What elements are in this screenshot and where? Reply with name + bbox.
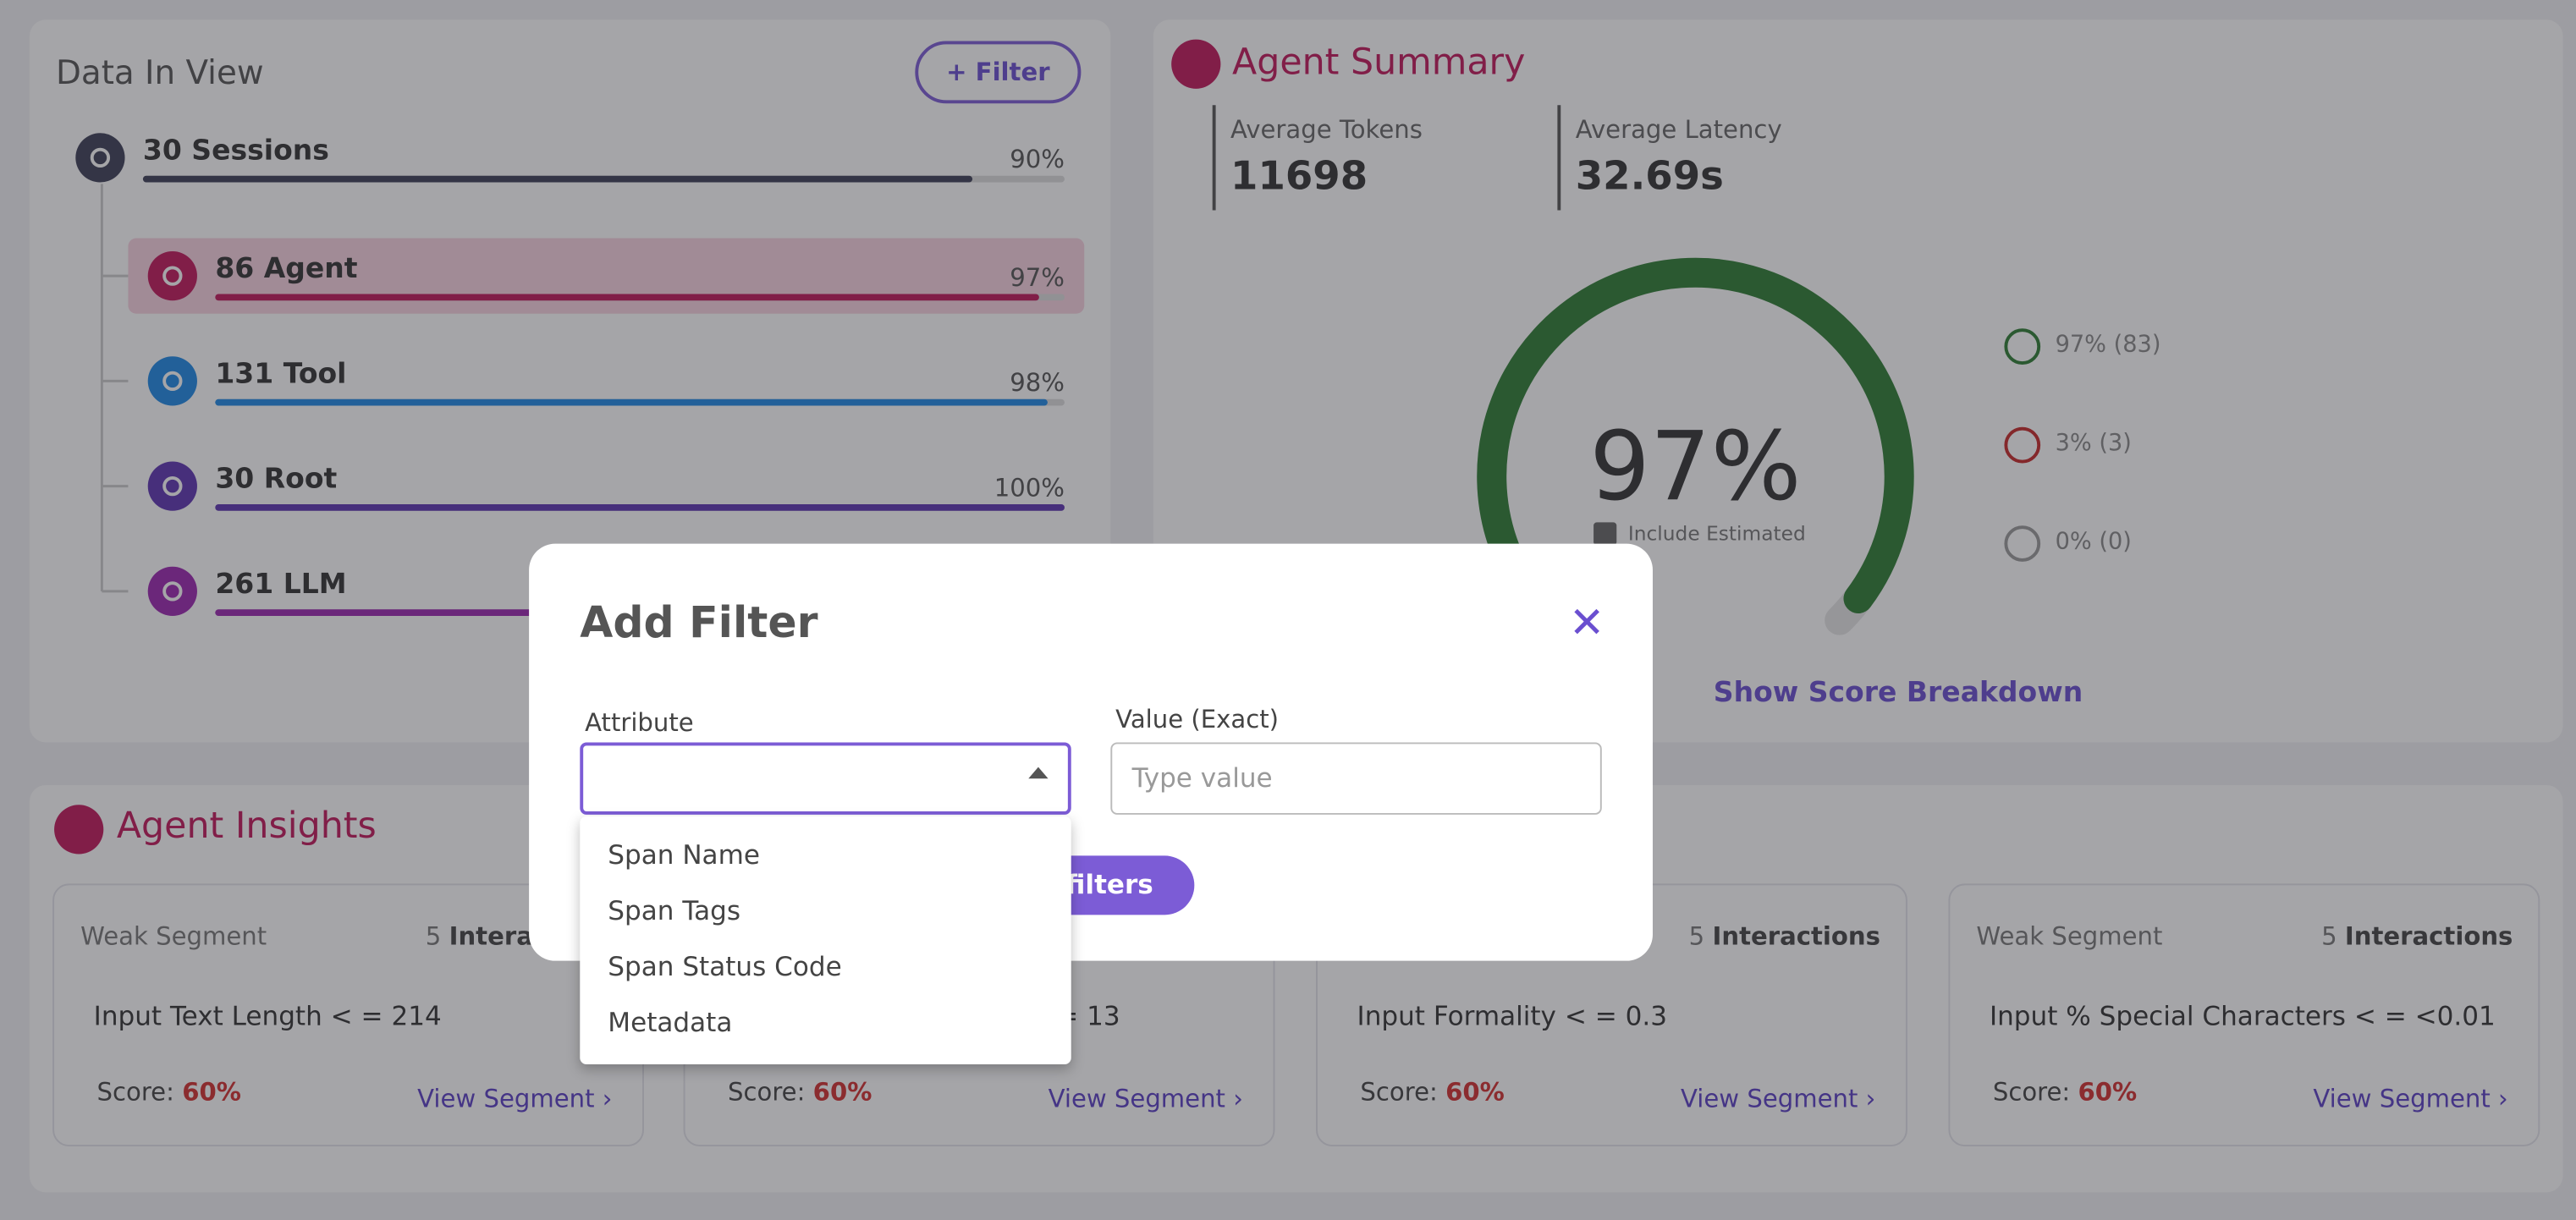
gauge-arc (1477, 257, 1914, 635)
insights-icon (54, 805, 104, 855)
row-icon-glyph (162, 371, 183, 392)
row-percent: 98% (1010, 367, 1065, 398)
modal-title: Add Filter (580, 599, 818, 649)
row-icon (147, 566, 197, 616)
view-segment[interactable]: View Segment › (417, 1084, 613, 1114)
value-input[interactable]: Type value (1110, 742, 1602, 815)
view-segment[interactable]: View Segment › (1680, 1084, 1876, 1114)
score-label: Score: (1360, 1077, 1438, 1107)
feedback-label: 0% (0) (2055, 529, 2132, 556)
summary-icon (1171, 39, 1221, 89)
attribute-label: Attribute (585, 707, 694, 738)
checkbox (1593, 522, 1617, 546)
score: Score: 60% (1360, 1078, 1504, 1107)
row-label: 30 Root (215, 463, 338, 497)
bar-fill (215, 294, 1039, 301)
metric-label: Average Latency (1575, 114, 1782, 145)
dropdown-option[interactable]: Metadata (608, 1007, 733, 1038)
insight-card: Weak Segment 5 Interactions Input % Specia… (1948, 883, 2540, 1147)
row-percent: 100% (994, 473, 1065, 503)
view-segment[interactable]: View Segment › (1048, 1084, 1243, 1114)
row-icon (147, 356, 197, 406)
row-icon-glyph (162, 266, 183, 286)
feedback-label: 97% (83) (2055, 332, 2161, 359)
row-icon (147, 251, 197, 301)
segment-label: Weak Segment (80, 921, 267, 952)
score-value: 60% (1445, 1077, 1505, 1107)
close-button[interactable]: ✕ (1568, 599, 1605, 649)
value-label: Value (Exact) (1115, 704, 1280, 734)
score: Score: 60% (1993, 1078, 2137, 1107)
bar-fill (215, 503, 1065, 511)
score: Score: 60% (97, 1078, 241, 1107)
row-percent: 97% (1010, 262, 1065, 293)
feedback-icon (2004, 426, 2041, 464)
score: Score: 60% (728, 1078, 872, 1107)
count-unit: Interactions (2344, 921, 2513, 952)
row-icon (147, 461, 197, 511)
score-value: 60% (812, 1077, 872, 1107)
count: 5 Interactions (1689, 921, 1880, 951)
filter-button[interactable]: + Filter (915, 41, 1082, 104)
segment-label: Weak Segment (1976, 921, 2163, 952)
feedback-label: 3% (3) (2055, 430, 2132, 457)
count-number: 5 (2321, 921, 2337, 952)
score-value: 60% (2078, 1077, 2138, 1107)
condition: Input Formality < = 0.3 (1357, 1000, 1668, 1032)
row-icon (75, 133, 125, 183)
row-label: 86 Agent (215, 252, 358, 286)
row-icon-glyph (162, 475, 183, 497)
row-label: 261 LLM (215, 568, 347, 602)
dropdown: Span Name Span Tags Span Status Code Metada… (580, 816, 1071, 1064)
feedback-icon (2004, 328, 2041, 365)
condition: Input % Special Characters < = <0.01 (1989, 1000, 2496, 1032)
count-number: 5 (425, 921, 442, 952)
panel-title: Data In View (56, 52, 264, 92)
metric-value: 32.69s (1575, 152, 1724, 199)
row-icon-glyph (90, 147, 111, 168)
gauge-value: 97% (1589, 410, 1802, 523)
bar-fill (215, 398, 1048, 406)
row-icon-glyph (162, 581, 183, 602)
panel-title: Agent Summary (1231, 42, 1526, 85)
count-number: 5 (1688, 921, 1705, 952)
bar-fill (142, 175, 973, 183)
panel-title: Agent Insights (116, 806, 377, 848)
score-label: Score: (1992, 1077, 2071, 1107)
dropdown-option[interactable]: Span Name (608, 839, 760, 871)
show-breakdown[interactable]: Show Score Breakdown (1713, 676, 2083, 710)
select-caret (1028, 767, 1049, 779)
row-percent: 90% (1010, 144, 1065, 174)
dropdown-option[interactable]: Span Status Code (608, 951, 842, 982)
score-label: Score: (728, 1077, 806, 1107)
dropdown-option[interactable]: Span Tags (608, 895, 741, 926)
row-label: 131 Tool (215, 358, 347, 392)
count-unit: Interactions (1712, 921, 1881, 952)
attribute-select[interactable] (580, 742, 1071, 815)
score-label: Score: (96, 1077, 174, 1107)
count: 5 Interactions (2321, 921, 2513, 951)
row-label: 30 Sessions (142, 135, 329, 168)
metric-value: 11698 (1230, 152, 1368, 199)
score-value: 60% (182, 1077, 241, 1107)
metric-label: Average Tokens (1230, 114, 1423, 145)
feedback-icon (2004, 525, 2041, 562)
condition: Input Text Length < = 214 (93, 1000, 442, 1032)
include-estimated: Include Estimated (1627, 522, 1806, 546)
view-segment[interactable]: View Segment › (2313, 1084, 2508, 1114)
